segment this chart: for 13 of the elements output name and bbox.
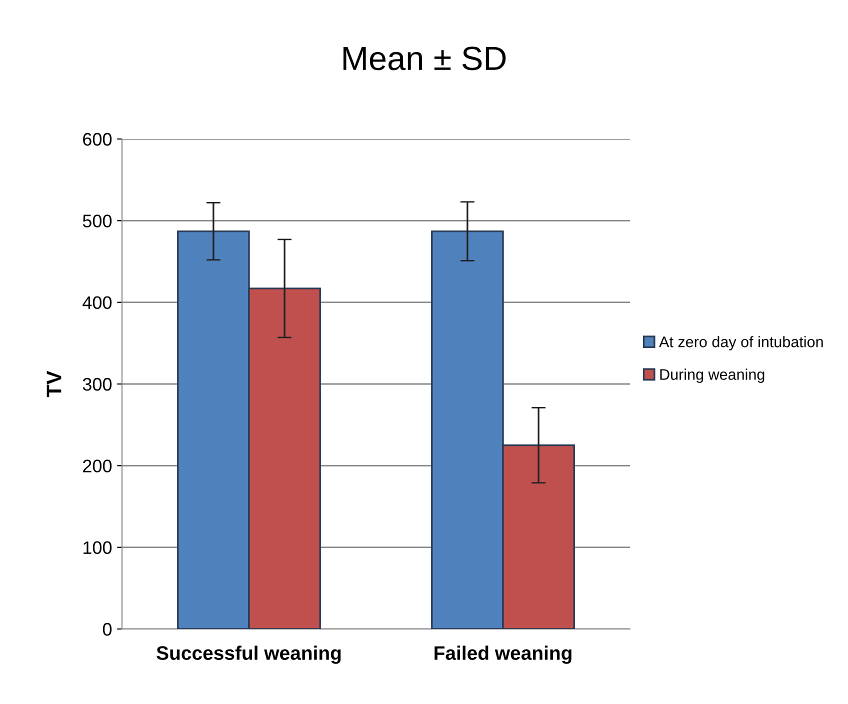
x-tick-label: Successful weaning: [156, 646, 341, 664]
legend-label: At zero day of intubation: [659, 336, 823, 350]
y-tick-label: 200: [83, 460, 112, 472]
y-tick-label: 100: [84, 541, 112, 554]
y-tick-label: 0: [102, 622, 112, 636]
y-tick-label: 600: [83, 132, 112, 146]
legend-label: During weaning: [660, 368, 764, 383]
y-axis-title: TV: [46, 370, 62, 398]
chart-title: Mean ± SD: [343, 46, 506, 70]
y-tick-label: 400: [82, 296, 112, 310]
x-tick-label: Failed weaning: [434, 646, 572, 664]
y-tick-label: 500: [82, 214, 112, 228]
y-tick-label: 300: [82, 378, 112, 391]
